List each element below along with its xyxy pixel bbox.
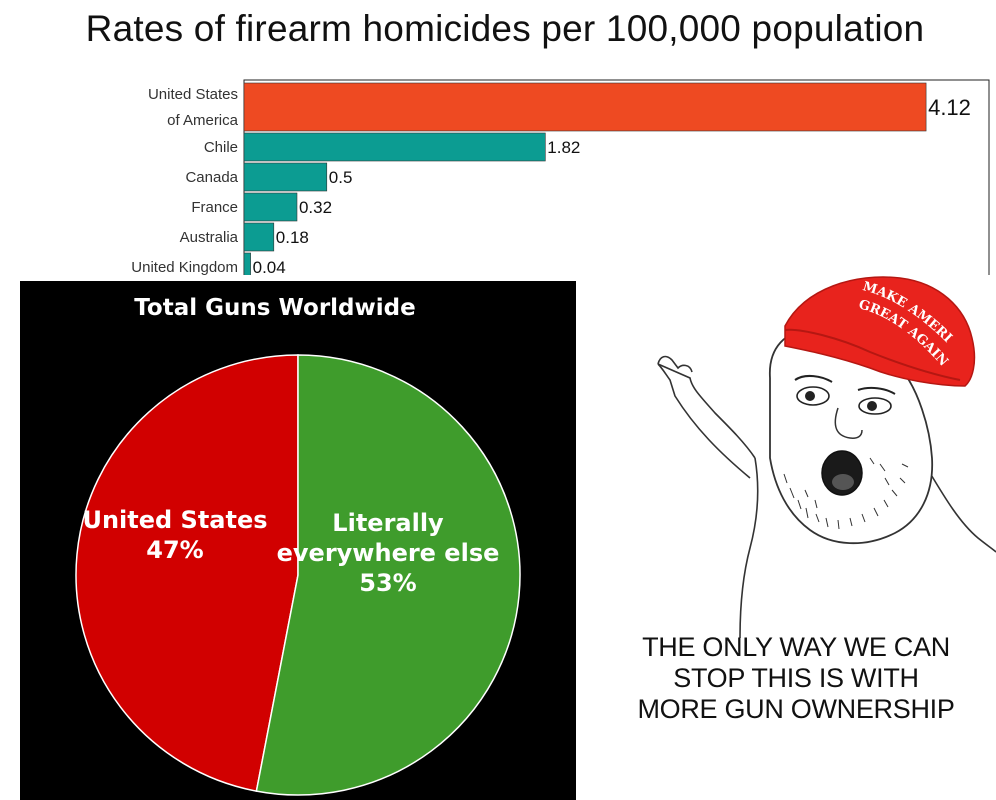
bar bbox=[243, 162, 328, 192]
maga-hat bbox=[784, 276, 976, 387]
wojak-meme-illustration: MAKE AMERICA GREAT AGAIN bbox=[600, 268, 996, 638]
pie-slice bbox=[255, 354, 521, 796]
body-outline bbox=[739, 457, 759, 638]
slice-label: Literally bbox=[332, 509, 444, 537]
category-label: Australia bbox=[180, 229, 239, 246]
slice-label: United States bbox=[82, 506, 267, 534]
slice-percent-label: 53% bbox=[359, 569, 416, 597]
beard-stubble bbox=[783, 457, 909, 530]
bar-chart-title: Rates of firearm homicides per 100,000 p… bbox=[85, 8, 925, 49]
caption-line: STOP THIS IS WITH bbox=[673, 663, 919, 693]
category-label: France bbox=[191, 199, 238, 216]
value-label: 0.18 bbox=[276, 228, 309, 247]
pie-chart-title: Total Guns Worldwide bbox=[134, 295, 416, 321]
bar bbox=[243, 222, 275, 252]
value-label: 0.5 bbox=[329, 168, 353, 187]
caption-line: MORE GUN OWNERSHIP bbox=[637, 694, 955, 724]
value-label: 1.82 bbox=[547, 138, 580, 157]
value-label: 0.04 bbox=[253, 258, 286, 275]
category-label: Chile bbox=[204, 139, 238, 156]
pie-chart-panel: United States 47% Literally everywhere else… bbox=[20, 281, 576, 800]
raised-arm bbox=[657, 363, 756, 479]
bar bbox=[243, 132, 546, 162]
slice-percent-label: 47% bbox=[146, 536, 203, 564]
category-label: United States bbox=[148, 86, 238, 103]
bar bbox=[243, 82, 927, 132]
slice-label: everywhere else bbox=[277, 539, 500, 567]
meme-caption: THE ONLY WAY WE CAN STOP THIS IS WITH MO… bbox=[600, 632, 992, 725]
category-label: United Kingdom bbox=[131, 259, 238, 275]
value-label: 0.32 bbox=[299, 198, 332, 217]
bar bbox=[243, 252, 251, 275]
firearm-homicide-bar-chart: United States of America 4.12 Chile 1.82 Cana… bbox=[131, 79, 990, 275]
caption-line: THE ONLY WAY WE CAN bbox=[642, 632, 950, 662]
category-label: of America bbox=[167, 112, 239, 129]
pie-slice bbox=[75, 354, 299, 792]
value-label: 4.12 bbox=[928, 95, 971, 120]
category-label: Canada bbox=[185, 169, 238, 186]
bar bbox=[243, 192, 298, 222]
